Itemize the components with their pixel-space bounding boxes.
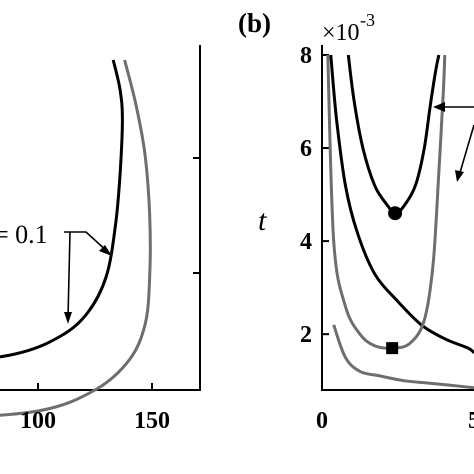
panel-b-y-tick-label: 8 (300, 43, 312, 69)
panel-a-annotation: = 0.1 (0, 220, 48, 249)
arrowhead (433, 102, 445, 112)
arrowhead (455, 170, 464, 182)
arrowhead (64, 312, 72, 324)
panel-b-circle-marker (388, 206, 403, 221)
panel-a-series-gray (0, 59, 152, 417)
panel-a-x-tick-label: 150 (134, 408, 170, 434)
panel-b-y-tick-label: 4 (300, 229, 312, 255)
panel-a-series-black (0, 59, 124, 359)
arrowhead (99, 245, 112, 256)
panel-b-y-exponent: -3 (360, 10, 375, 30)
panel-b-axes (321, 45, 474, 391)
panel-b-series (326, 54, 474, 390)
panel-b-x-tick-label: 5 (468, 408, 474, 434)
panel-b-y-tick-label: 2 (300, 322, 312, 348)
panel-b-x-tick-label: 0 (316, 408, 328, 434)
panel-b: (b) ×10 -3 t 2 4 6 8 0 5 (238, 8, 474, 434)
panel-a: = 0.1 100 150 (0, 45, 201, 434)
panel-b-series-line-2 (329, 54, 474, 354)
panel-b-series-line-4 (332, 324, 474, 390)
panel-a-annotation-arrows (64, 231, 109, 319)
panel-b-square-marker (386, 342, 399, 355)
panel-b-label: (b) (238, 8, 271, 38)
panel-a-x-tick-label: 100 (20, 408, 56, 434)
panel-b-y-ticks: 2 4 6 8 (300, 43, 329, 348)
panel-b-y-multiplier: ×10 (322, 20, 360, 46)
panel-b-y-tick-label: 6 (300, 136, 312, 162)
panel-b-y-axis-label: t (258, 204, 267, 237)
panel-b-series-line-1 (346, 54, 441, 215)
panel-a-axes (0, 45, 201, 391)
panel-b-annotation-arrows (440, 106, 474, 177)
